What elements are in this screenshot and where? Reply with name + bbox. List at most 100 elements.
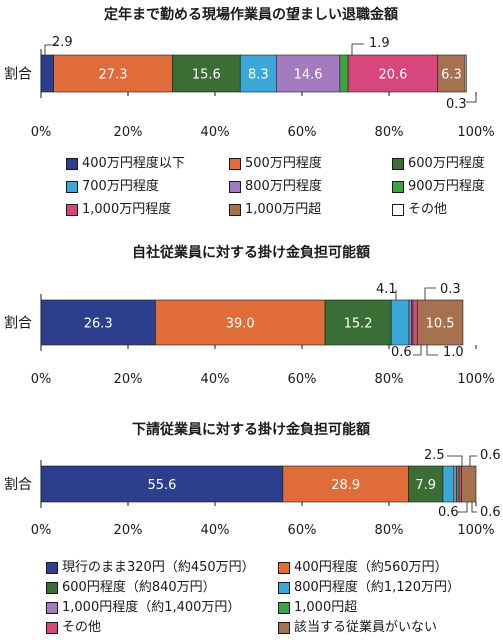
legend-label: 1,000円程度（約1,400万円） (62, 600, 241, 615)
x-tick-label: 20% (114, 523, 143, 538)
legend-item: 600万円程度 (392, 155, 485, 173)
x-tick-label: 80% (375, 372, 404, 387)
data-label: 15.6 (192, 68, 221, 83)
data-label: 1.0 (443, 345, 464, 360)
data-label-leader (469, 455, 477, 466)
x-tick-label: 20% (114, 125, 143, 140)
data-label: 10.5 (426, 317, 455, 332)
x-tick-label: 0% (31, 125, 52, 140)
legend-swatch (229, 158, 241, 170)
bar-segment (408, 465, 444, 503)
bar-segment (324, 299, 392, 346)
bar-segment (282, 465, 409, 503)
data-label: 15.2 (344, 317, 373, 332)
x-tick-label: 60% (288, 523, 317, 538)
data-label: 0.6 (480, 448, 501, 463)
legend-swatch (229, 181, 241, 193)
legend-item: 現行のまま320円（約450万円） (46, 559, 255, 577)
data-label: 8.3 (248, 68, 269, 83)
chart-title: 定年まで勤める現場作業員の望ましい退職金額 (104, 6, 398, 23)
legend-label: 800万円程度 (245, 179, 322, 194)
legend-label: 1,000万円程度 (82, 202, 172, 217)
legend-swatch (46, 602, 58, 614)
data-label-leader (426, 345, 438, 356)
legend-label: その他 (62, 620, 102, 635)
data-label: 2.5 (424, 448, 445, 463)
data-label: 27.3 (99, 68, 128, 83)
legend-label: 900万円程度 (408, 179, 485, 194)
bar-segment (155, 299, 326, 346)
legend-item: 900万円程度 (392, 178, 485, 196)
data-label: 0.6 (391, 345, 412, 360)
bar-segment (40, 465, 284, 503)
x-tick-label: 100% (457, 523, 494, 538)
legend-swatch (392, 181, 404, 193)
legend-item: 1,000万円超 (229, 201, 321, 219)
legend-swatch (66, 181, 78, 193)
x-tick-label: 80% (375, 125, 404, 140)
bar-segment (453, 465, 457, 503)
bar-segment (461, 465, 477, 503)
x-tick-label: 80% (375, 523, 404, 538)
legend-swatch (392, 204, 404, 216)
legend-label: 1,000万円超 (245, 202, 322, 217)
category-label: 割合 (4, 66, 32, 83)
legend-swatch (229, 204, 241, 216)
legend-swatch (278, 582, 290, 594)
bar-segment (437, 54, 466, 93)
legend-item: 700万円程度 (66, 178, 159, 196)
x-tick-label: 40% (201, 125, 230, 140)
data-label: 20.6 (378, 68, 407, 83)
x-tick-label: 40% (201, 523, 230, 538)
legend-item: 500万円程度 (229, 155, 322, 173)
x-tick-label: 100% (457, 372, 494, 387)
legend-label: その他 (408, 202, 448, 217)
data-label: 1.9 (369, 36, 390, 51)
data-label: 6.3 (441, 68, 462, 83)
bar-segment (458, 465, 462, 503)
legend-swatch (278, 562, 290, 574)
legend-item: 600円程度（約840万円） (46, 579, 216, 597)
legend-item: 800万円程度 (229, 178, 322, 196)
x-tick-label: 60% (288, 372, 317, 387)
data-label-leader (351, 43, 364, 55)
x-tick-label: 0% (31, 372, 52, 387)
data-label: 39.0 (226, 317, 255, 332)
legend-item: 1,000円超 (278, 599, 357, 617)
data-label-leader (466, 92, 477, 103)
legend-swatch (278, 622, 290, 634)
legend-item: 400万円程度以下 (66, 155, 185, 173)
data-label: 0.6 (438, 505, 459, 520)
bar-segment (40, 299, 156, 346)
legend-swatch (46, 622, 58, 634)
legend-label: 400円程度（約560万円） (294, 560, 448, 575)
bar-segment (442, 465, 455, 503)
legend-label: 600円程度（約840万円） (62, 580, 216, 595)
chart-title: 自社従業員に対する掛け金負担可能額 (132, 244, 370, 261)
legend-label: 現行のまま320円（約450万円） (62, 560, 255, 575)
bar-segment (464, 54, 467, 93)
legend-label: 該当する従業員がいない (294, 620, 438, 635)
data-label-leader (471, 502, 477, 513)
legend-label: 400万円程度以下 (82, 156, 185, 171)
legend-swatch (46, 562, 58, 574)
data-label: 7.9 (415, 478, 436, 493)
legend-label: 1,000円超 (294, 600, 358, 615)
data-label: 28.9 (331, 478, 360, 493)
legend-label: 600万円程度 (408, 156, 485, 171)
x-tick-label: 100% (457, 125, 494, 140)
x-tick-label: 40% (201, 372, 230, 387)
legend-item: その他 (392, 201, 447, 219)
legend-item: 1,000万円程度 (66, 201, 171, 219)
bar-segment (412, 299, 418, 346)
legend-label: 700万円程度 (82, 179, 159, 194)
legend-swatch (392, 158, 404, 170)
legend-label: 800円程度（約1,120万円） (294, 580, 461, 595)
bar-segment (416, 299, 464, 346)
bar-segment (339, 54, 349, 93)
data-label: 26.3 (84, 317, 113, 332)
legend-item: その他 (46, 619, 101, 637)
data-label: 0.3 (446, 97, 467, 112)
legend-swatch (66, 158, 78, 170)
x-tick-label: 60% (288, 125, 317, 140)
